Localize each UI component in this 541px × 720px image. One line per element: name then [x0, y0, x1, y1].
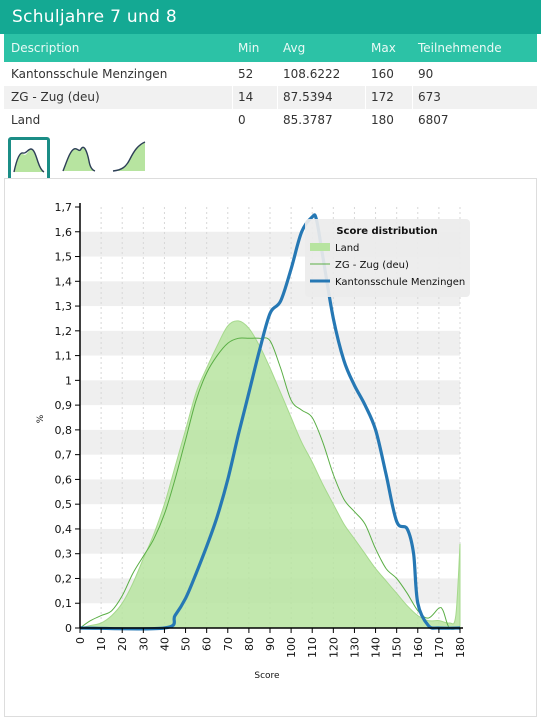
row-max: 180 — [371, 113, 394, 127]
distribution-outline-chart-icon — [62, 146, 96, 172]
x-tick-label: 40 — [158, 637, 171, 651]
x-tick-label: 170 — [433, 637, 446, 658]
y-axis-title: % — [36, 414, 46, 423]
x-tick-label: 100 — [285, 637, 298, 658]
y-tick-label: 1,2 — [55, 325, 73, 338]
row-description: Land — [11, 113, 41, 127]
x-tick-label: 10 — [95, 637, 108, 651]
row-min: 52 — [238, 67, 254, 81]
cell-divider — [412, 86, 413, 109]
x-tick-label: 130 — [348, 637, 361, 658]
series-area-land — [79, 320, 461, 629]
table-row: Land 0 85.3787 180 6807 — [4, 109, 537, 132]
distribution-view-button[interactable] — [8, 137, 50, 181]
row-description: Kantonsschule Menzingen — [11, 67, 168, 81]
x-tick-label: 80 — [243, 637, 256, 651]
row-description: ZG - Zug (deu) — [11, 90, 100, 104]
y-tick-label: 1,1 — [55, 350, 73, 363]
x-tick-label: 160 — [412, 637, 425, 658]
x-tick-label: 110 — [306, 637, 319, 658]
x-tick-label: 120 — [327, 637, 340, 658]
row-participants: 673 — [418, 90, 441, 104]
legend-box — [305, 219, 470, 297]
series-line-zug — [79, 337, 461, 630]
y-tick-label: 0,3 — [55, 548, 73, 561]
column-header-max: Max — [371, 41, 396, 55]
x-tick-label: 90 — [264, 637, 277, 651]
cell-divider — [365, 86, 366, 109]
y-tick-label: 0,5 — [55, 498, 73, 511]
row-avg: 108.6222 — [283, 67, 341, 81]
table-row: Kantonsschule Menzingen 52 108.6222 160 … — [4, 63, 537, 86]
y-tick-label: 0,1 — [55, 597, 73, 610]
y-tick-label: 0,4 — [55, 523, 73, 536]
x-tick-label: 70 — [222, 637, 235, 651]
y-tick-label: 0,6 — [55, 473, 73, 486]
y-tick-label: 0,7 — [55, 449, 73, 462]
column-header-min: Min — [238, 41, 260, 55]
y-tick-label: 1,3 — [55, 300, 73, 313]
column-header-description: Description — [11, 41, 80, 55]
row-min: 14 — [238, 90, 254, 104]
legend-title: Score distribution — [336, 226, 437, 237]
y-tick-label: 0,9 — [55, 399, 73, 412]
row-participants: 90 — [418, 67, 434, 81]
y-tick-label: 1,5 — [55, 251, 73, 264]
row-max: 172 — [371, 90, 394, 104]
x-axis-title: Score — [254, 671, 280, 681]
x-tick-label: 150 — [391, 637, 404, 658]
cell-divider — [232, 86, 233, 109]
x-tick-label: 0 — [74, 637, 87, 644]
y-tick-label: 0,8 — [55, 424, 73, 437]
row-min: 0 — [238, 113, 246, 127]
table-row: ZG - Zug (deu) 14 87.5394 172 673 — [4, 86, 537, 109]
cell-divider — [277, 86, 278, 109]
y-tick-label: 1,7 — [55, 201, 73, 214]
row-avg: 87.5394 — [283, 90, 333, 104]
row-max: 160 — [371, 67, 394, 81]
legend-label: Kantonsschule Menzingen — [335, 277, 465, 288]
y-tick-label: 1 — [65, 374, 72, 387]
legend-swatch-land — [310, 243, 330, 251]
x-tick-label: 30 — [137, 637, 150, 651]
table-header: Description Min Avg Max Teilnehmende — [4, 34, 537, 62]
y-tick-label: 0,2 — [55, 572, 73, 585]
legend-label: ZG - Zug (deu) — [335, 260, 409, 271]
column-header-participants: Teilnehmende — [418, 41, 502, 55]
y-tick-label: 1,6 — [55, 226, 73, 239]
x-tick-label: 60 — [201, 637, 214, 651]
cumulative-curve-icon — [112, 141, 146, 172]
outline-view-button[interactable] — [62, 137, 98, 175]
row-participants: 6807 — [418, 113, 449, 127]
y-tick-label: 1,4 — [55, 275, 73, 288]
score-distribution-chart: 0 0,1 0,2 0,3 0,4 0,5 0,6 0,7 0,8 0,9 1 1,1 1,2 1,3 1,… — [36, 201, 470, 681]
page-header: Schuljahre 7 und 8 — [0, 0, 541, 34]
page-title: Schuljahre 7 und 8 — [12, 7, 177, 27]
row-avg: 85.3787 — [283, 113, 333, 127]
x-tick-label: 20 — [116, 637, 129, 651]
legend-label: Land — [335, 243, 359, 254]
column-header-avg: Avg — [283, 41, 306, 55]
series-line-menzingen — [79, 213, 461, 631]
x-tick-label: 180 — [454, 637, 467, 658]
x-tick-label: 50 — [180, 637, 193, 651]
chart-panel: 0 0,1 0,2 0,3 0,4 0,5 0,6 0,7 0,8 0,9 1 1,1 1,2 1,3 1,… — [4, 178, 537, 717]
cumulative-view-button[interactable] — [112, 137, 148, 175]
y-tick-label: 0 — [65, 622, 72, 635]
x-tick-label: 140 — [370, 637, 383, 658]
distribution-chart-icon — [13, 148, 45, 173]
